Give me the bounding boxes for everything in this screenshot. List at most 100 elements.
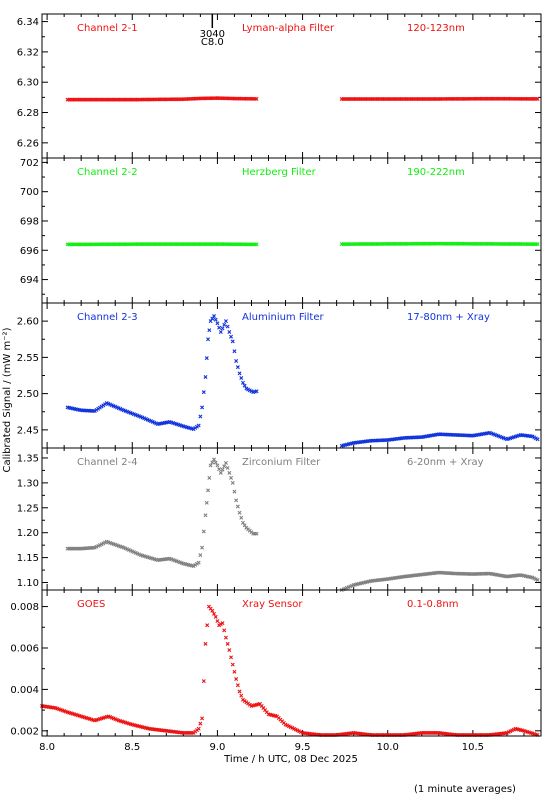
panel-frame	[41, 589, 542, 737]
data-point	[203, 641, 208, 646]
data-point	[232, 669, 237, 674]
y-tick-label: 6.32	[17, 47, 39, 58]
data-point	[237, 689, 242, 694]
y-tick-label: 6.26	[17, 138, 39, 149]
channel-label: Channel 2-4	[77, 457, 138, 468]
data-point	[222, 464, 227, 469]
data-point	[206, 488, 211, 493]
y-tick-label: 1.30	[17, 478, 39, 489]
data-point	[215, 463, 220, 468]
y-tick-label: 6.28	[17, 108, 39, 119]
data-point	[225, 641, 230, 646]
series-1	[65, 96, 540, 102]
x-tick-label: 9.0	[209, 742, 225, 753]
data-point	[240, 520, 245, 525]
data-point	[227, 470, 232, 475]
filter-label: Aluminium Filter	[242, 312, 325, 323]
data-point	[207, 475, 212, 480]
y-tick-label: 0.008	[10, 602, 39, 613]
data-point	[207, 328, 212, 333]
x-tick-label: 10.0	[377, 742, 399, 753]
data-point	[223, 460, 228, 465]
y-tick-label: 694	[20, 275, 39, 286]
data-point	[204, 356, 209, 361]
data-point	[201, 529, 206, 534]
y-tick-label: 6.34	[17, 17, 39, 28]
band-label: 0.1-0.8nm	[407, 599, 459, 610]
data-point	[220, 621, 225, 626]
data-point	[225, 465, 230, 470]
data-point	[200, 405, 205, 410]
data-point	[223, 319, 228, 324]
data-point	[237, 371, 242, 376]
data-point	[234, 498, 239, 503]
data-point	[235, 683, 240, 688]
x-tick-label: 8.0	[39, 742, 55, 753]
data-point	[212, 314, 216, 319]
data-point	[239, 515, 244, 520]
panel-frame	[41, 447, 542, 591]
data-point	[230, 480, 235, 485]
data-point	[198, 721, 203, 726]
data-point	[198, 414, 203, 419]
data-point	[535, 578, 540, 583]
data-point	[218, 330, 223, 334]
data-point	[242, 383, 247, 388]
series-3	[65, 314, 540, 448]
data-point	[210, 608, 215, 613]
data-point	[203, 513, 208, 518]
data-point	[217, 467, 222, 472]
data-point	[208, 319, 213, 324]
data-point	[254, 389, 259, 394]
data-point	[217, 325, 222, 330]
data-point	[225, 324, 230, 329]
data-point	[232, 349, 237, 354]
data-point	[235, 504, 240, 509]
y-axis-title: Calibrated Signal / (mW m⁻²)	[2, 327, 13, 472]
data-point	[213, 317, 218, 322]
data-point	[535, 96, 540, 101]
x-tick-label: 8.5	[124, 742, 140, 753]
x-axis-title: Time / h UTC, 08 Dec 2025	[223, 754, 358, 765]
y-tick-label: 1.35	[17, 453, 39, 464]
data-point	[220, 326, 225, 331]
data-point	[196, 560, 201, 565]
filter-label: Zirconium Filter	[242, 457, 321, 468]
y-tick-label: 700	[20, 187, 39, 198]
y-tick-label: 1.10	[17, 578, 39, 589]
data-point	[239, 376, 244, 381]
data-point	[212, 457, 216, 462]
y-tick-label: 0.002	[10, 726, 39, 737]
data-point	[223, 635, 228, 640]
data-point	[232, 489, 237, 494]
data-point	[215, 619, 220, 624]
y-tick-label: 1.25	[17, 503, 39, 514]
data-point	[227, 648, 232, 653]
y-tick-label: 702	[20, 158, 39, 169]
panel-1: 6.26 6.28 6.30 6.32 6.34 Channel 2-1 Lyman-alp…	[17, 13, 542, 159]
series-4	[65, 457, 540, 592]
data-point	[230, 662, 235, 667]
footnote: (1 minute averages)	[414, 784, 516, 795]
data-point	[254, 242, 259, 247]
data-point	[206, 337, 211, 342]
y-tick-label: 698	[20, 216, 39, 227]
data-point	[235, 365, 240, 370]
data-point	[535, 242, 540, 247]
data-point	[196, 726, 201, 731]
panel-4: 1.10 1.15 1.20 1.25 1.30 1.35 Channel 2-4 Zirco…	[17, 447, 542, 592]
data-point	[222, 628, 227, 633]
band-label: 17-80nm + Xray	[407, 312, 490, 323]
data-point	[535, 437, 540, 442]
data-point	[229, 475, 234, 480]
data-point	[201, 390, 206, 395]
data-point	[215, 321, 220, 326]
y-tick-label: 2.55	[17, 353, 39, 364]
data-point	[205, 623, 210, 628]
data-point	[218, 470, 223, 475]
panel-frame	[41, 157, 542, 304]
panel-5: 0.002 0.004 0.006 0.008 GOES Xray Sensor 0.1-0…	[10, 589, 542, 737]
x-tick-label: 9.5	[295, 742, 311, 753]
data-point	[229, 655, 234, 660]
